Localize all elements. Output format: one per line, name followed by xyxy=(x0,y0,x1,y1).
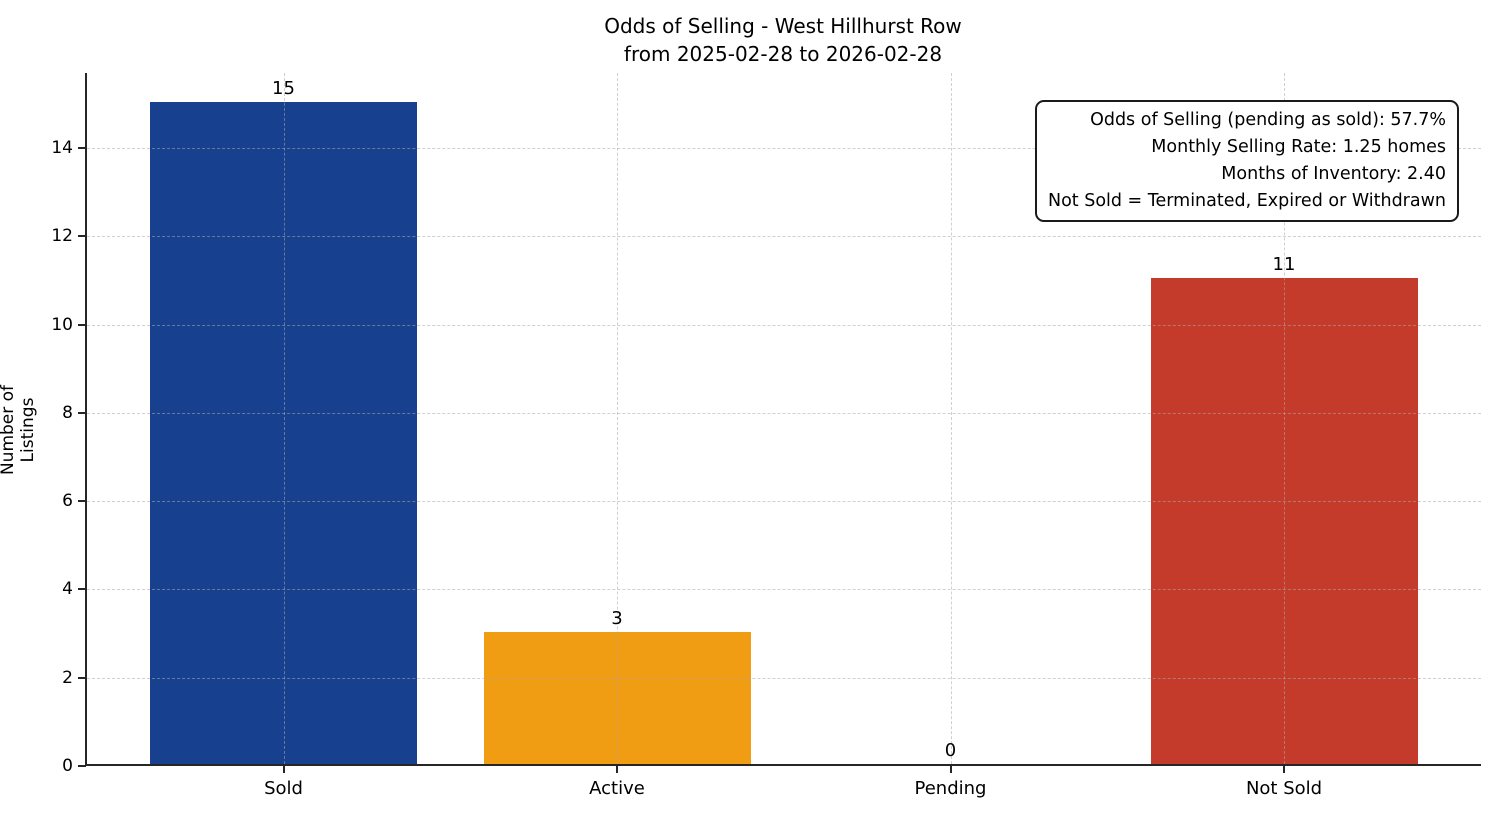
y-tick-mark-8 xyxy=(78,411,86,414)
y-tick-label-8: 8 xyxy=(62,402,73,423)
y-tick-label-4: 4 xyxy=(62,579,73,600)
gridline-y-8 xyxy=(87,413,1481,414)
bar-value-label-active: 3 xyxy=(611,607,623,629)
bar-value-label-not-sold: 11 xyxy=(1272,254,1296,276)
x-tick-mark-not-sold xyxy=(1283,765,1285,773)
x-tick-label-sold: Sold xyxy=(264,778,303,799)
gridline-y-14 xyxy=(87,148,1481,149)
stats-annotation-box: Odds of Selling (pending as sold): 57.7%… xyxy=(1034,100,1459,222)
gridline-y-4 xyxy=(87,589,1481,590)
annotation-months-of-inventory: Months of Inventory: 2.40 xyxy=(1221,164,1446,184)
y-tick-mark-6 xyxy=(78,500,86,503)
y-tick-label-14: 14 xyxy=(51,138,73,159)
y-tick-mark-14 xyxy=(78,147,86,150)
y-tick-mark-2 xyxy=(78,676,86,679)
gridline-y-12 xyxy=(87,236,1481,237)
x-tick-label-not-sold: Not Sold xyxy=(1245,778,1323,799)
plot-area: 15 3 0 11 0 2 4 6 8 10 12 14 Sold Active Pending Not So… xyxy=(51,73,1481,799)
y-axis-label: Number of Listings xyxy=(0,384,38,476)
annotation-not-sold-definition: Not Sold = Terminated, Expired or Withdr… xyxy=(1047,191,1446,211)
x-tick-mark-pending xyxy=(949,765,952,773)
y-tick-label-10: 10 xyxy=(51,314,73,335)
y-tick-label-12: 12 xyxy=(51,226,73,247)
y-tick-label-6: 6 xyxy=(62,491,73,512)
x-tick-label-active: Active xyxy=(589,778,645,799)
chart-title-line2: from 2025-02-28 to 2026-02-28 xyxy=(623,42,943,66)
x-tick-mark-sold xyxy=(282,765,285,773)
chart-title-line1: Odds of Selling - West Hillhurst Row xyxy=(604,14,962,38)
y-tick-label-0: 0 xyxy=(62,756,73,776)
gridline-x-not-sold xyxy=(1284,73,1285,764)
y-tick-mark-0 xyxy=(78,765,86,767)
y-tick-mark-12 xyxy=(78,235,86,238)
gridline-x-sold xyxy=(284,73,285,764)
bar-sold xyxy=(150,102,417,764)
bar-value-label-sold: 15 xyxy=(272,77,295,99)
y-tick-mark-4 xyxy=(78,588,86,591)
gridline-y-2 xyxy=(87,678,1481,679)
bar-value-label-pending: 0 xyxy=(944,740,957,761)
gridline-x-pending xyxy=(951,73,952,764)
y-tick-label-2: 2 xyxy=(62,667,73,688)
gridline-y-10 xyxy=(87,325,1481,326)
x-tick-label-pending: Pending xyxy=(914,778,987,799)
chart-title: Odds of Selling - West Hillhurst Row fro… xyxy=(85,12,1481,68)
annotation-odds-of-selling: Odds of Selling (pending as sold): 57.7% xyxy=(1090,110,1446,130)
annotation-monthly-selling-rate: Monthly Selling Rate: 1.25 homes xyxy=(1151,137,1446,157)
y-tick-mark-10 xyxy=(78,323,86,326)
gridline-x-active xyxy=(617,73,618,764)
gridline-y-6 xyxy=(87,501,1481,502)
x-tick-mark-active xyxy=(616,765,618,773)
